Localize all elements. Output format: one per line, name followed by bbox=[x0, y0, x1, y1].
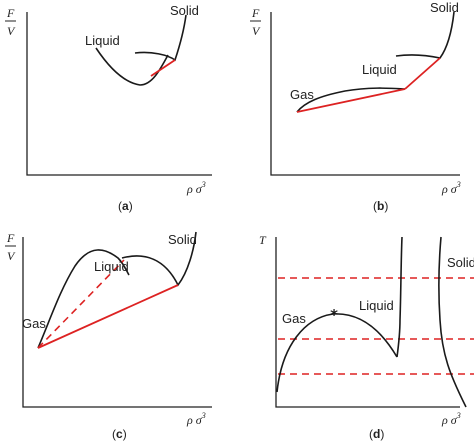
panel-b-gas-liquid-tangent bbox=[296, 88, 406, 113]
panel-b-liquid-solid-tangent bbox=[404, 57, 441, 90]
panel-c-gas-solid-tangent bbox=[37, 284, 179, 349]
panel-b-label-solid: Solid bbox=[430, 0, 459, 15]
panel-c-label-solid: Solid bbox=[168, 232, 197, 247]
panel-b-ylabel-denominator: V bbox=[252, 24, 261, 38]
panel-a-solid-curve bbox=[134, 14, 187, 62]
panel-d-axes bbox=[275, 237, 460, 408]
panel-b-label-liquid: Liquid bbox=[362, 62, 397, 77]
panel-a-label-solid: Solid bbox=[170, 3, 199, 18]
panel-a-xlabel: ρ σ3 bbox=[186, 180, 206, 196]
panel-c-ylabel-numerator: F bbox=[6, 231, 15, 245]
panel-d-label-liquid: Liquid bbox=[359, 298, 394, 313]
panel-b-gas-liquid-curve bbox=[296, 87, 406, 113]
panel-a-liquid-curve bbox=[95, 47, 169, 86]
panel-d-melting-line bbox=[438, 236, 467, 408]
panel-c-axes bbox=[22, 237, 212, 408]
panel-d-caption: (d) bbox=[369, 427, 384, 441]
panel-d-label-solid: Solid bbox=[447, 255, 474, 270]
panel-c-caption: (c) bbox=[112, 427, 127, 441]
panel-a-axes bbox=[26, 12, 212, 176]
panel-b-solid-curve bbox=[395, 11, 455, 59]
panel-c-xlabel: ρ σ3 bbox=[186, 411, 206, 427]
panel-c-label-gas: Gas bbox=[22, 316, 46, 331]
panel-d-coexistence-dome bbox=[276, 313, 398, 393]
panel-d-critical-point-marker: * bbox=[330, 306, 338, 324]
panel-d: T ρ σ3 * Gas Liquid Solid (d) bbox=[259, 233, 474, 441]
panel-d-freezing-line bbox=[396, 236, 403, 358]
panel-c-ylabel-denominator: V bbox=[7, 249, 16, 263]
panel-a-ylabel-numerator: F bbox=[6, 6, 15, 20]
panel-a-label-liquid: Liquid bbox=[85, 33, 120, 48]
panel-a: F V ρ σ3 Liquid Solid (a) bbox=[5, 3, 212, 213]
panel-a-common-tangent bbox=[150, 59, 176, 77]
panel-b-caption: (b) bbox=[373, 199, 388, 213]
panel-c: F V ρ σ3 Gas Liquid Solid (c) bbox=[5, 231, 212, 441]
panel-c-gas-liquid-curve bbox=[37, 249, 130, 349]
panel-b-xlabel: ρ σ3 bbox=[441, 180, 461, 196]
panel-b-axes bbox=[270, 12, 460, 176]
panel-d-ylabel: T bbox=[259, 233, 267, 247]
panel-b-label-gas: Gas bbox=[290, 87, 314, 102]
panel-c-metastable-tangent bbox=[37, 259, 125, 349]
panel-d-label-gas: Gas bbox=[282, 311, 306, 326]
panel-d-xlabel: ρ σ3 bbox=[441, 411, 461, 427]
panel-c-label-liquid: Liquid bbox=[94, 259, 129, 274]
panel-b: F V ρ σ3 Gas Liquid Solid (b) bbox=[250, 0, 461, 213]
panel-b-ylabel-numerator: F bbox=[251, 6, 260, 20]
panel-a-caption: (a) bbox=[118, 199, 133, 213]
panel-a-ylabel-denominator: V bbox=[7, 24, 16, 38]
